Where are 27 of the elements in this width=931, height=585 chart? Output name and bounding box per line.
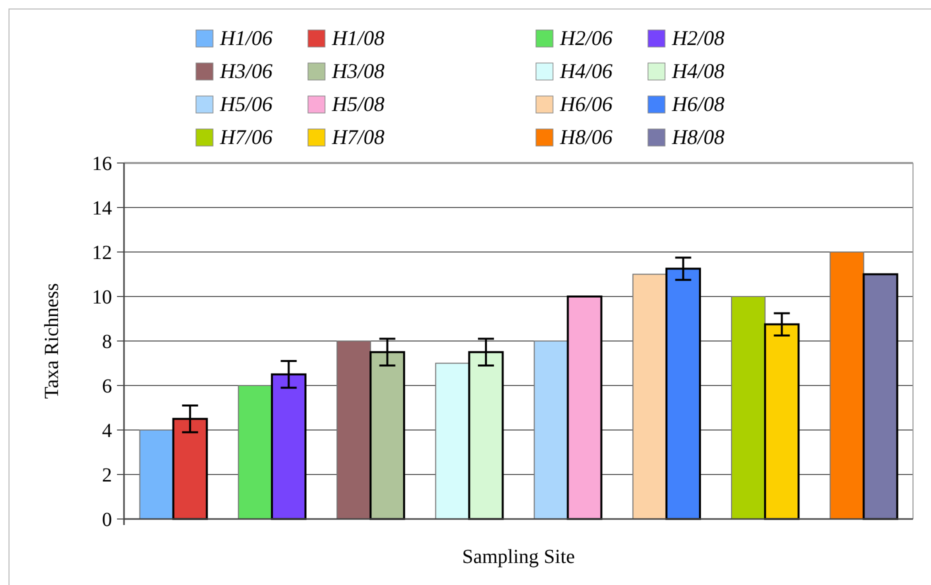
y-tick-label: 10 [92,286,112,308]
legend-label: H5/06 [219,92,273,116]
legend-label: H3/06 [219,59,273,83]
legend-label: H6/08 [671,92,725,116]
legend-label: H1/08 [331,26,385,50]
y-tick-label: 0 [102,509,112,531]
legend-label: H5/08 [331,92,385,116]
legend-label: H3/08 [331,59,385,83]
y-tick-label: 12 [92,242,112,264]
y-tick-label: 4 [102,420,112,442]
legend-label: H2/06 [559,26,613,50]
legend-label: H2/08 [671,26,725,50]
legend-label: H4/06 [559,59,613,83]
legend-label: H4/08 [671,59,725,83]
legend-label: H7/08 [331,125,385,149]
y-tick-label: 14 [92,198,112,220]
legend-label: H7/06 [219,125,273,149]
y-tick-label: 16 [92,153,112,175]
y-axis-title: Taxa Richness [41,282,63,399]
legend-label: H8/08 [671,125,725,149]
y-tick-label: 2 [102,464,112,486]
legend-label: H8/06 [559,125,613,149]
x-axis-title: Sampling Site [462,546,576,568]
legend-label: H6/06 [559,92,613,116]
y-tick-label: 6 [102,376,112,398]
legend-label: H1/06 [219,26,273,50]
y-tick-label: 8 [102,331,112,353]
